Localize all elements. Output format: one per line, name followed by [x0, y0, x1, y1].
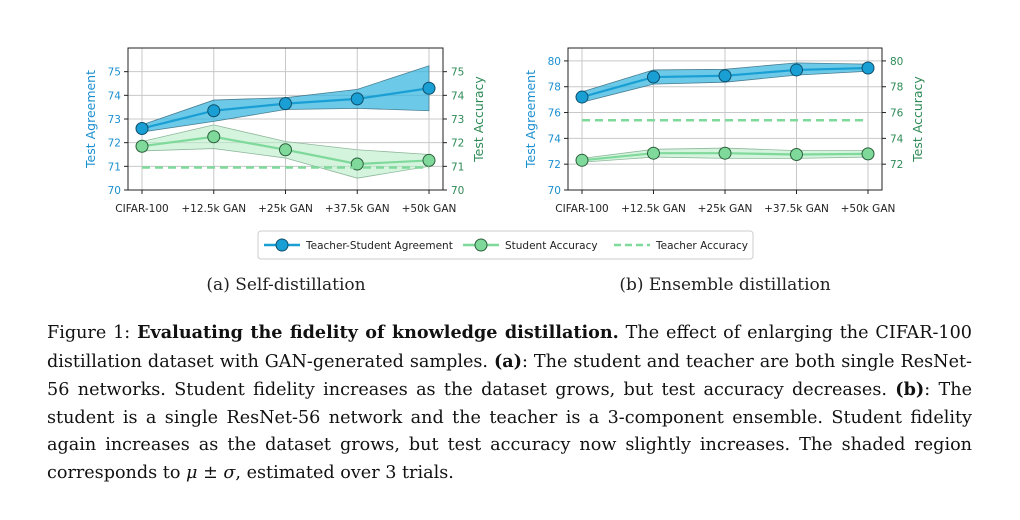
x-tick-label: +50k GAN [402, 203, 457, 215]
student-accuracy-point [279, 143, 292, 157]
caption-label-b: (b) [895, 379, 925, 400]
right-tick-label: 75 [451, 67, 464, 79]
student-accuracy-point [861, 147, 875, 161]
figure: 70 71 72 73 74 75 70 71 72 73 74 75 CIFAR-100 +12.5k … [83, 47, 925, 295]
legend-student-label: Student Accuracy [505, 240, 598, 252]
legend-agreement-marker [275, 238, 289, 252]
right-tick-label: 71 [451, 161, 464, 173]
y2-axis-label: Test Accuracy [910, 76, 925, 163]
left-tick-label: 72 [548, 159, 561, 171]
x-tick-label: +37.5k GAN [764, 203, 829, 215]
left-tick-label: 71 [108, 161, 121, 173]
agreement-point [279, 97, 292, 111]
caption-title: Evaluating the fidelity of knowledge dis… [137, 322, 619, 343]
left-tick-label: 75 [108, 67, 121, 79]
x-tick-label: +25k GAN [698, 203, 753, 215]
legend-box [257, 230, 754, 260]
left-tick-label: 76 [548, 108, 562, 120]
right-tick-label: 70 [451, 185, 464, 197]
caption-prefix: Figure 1: [47, 323, 138, 343]
left-tick-label: 70 [548, 185, 561, 197]
y-axis-label: Test Agreement [523, 70, 538, 169]
left-tick-label: 74 [108, 90, 122, 102]
right-tick-label: 73 [451, 114, 464, 126]
agreement-point [647, 70, 660, 84]
agreement-point [575, 90, 589, 104]
legend: Teacher-Student Agreement Student Accura… [257, 230, 754, 260]
x-tick-label: +25k GAN [258, 203, 313, 215]
y2-axis-label: Test Accuracy [471, 76, 486, 163]
x-tick-label: +12.5k GAN [621, 203, 686, 215]
left-tick-label: 72 [108, 138, 121, 150]
left-tick-label: 78 [548, 82, 561, 94]
figure-caption: Figure 1: Evaluating the fidelity of kno… [47, 319, 972, 487]
chart-ensemble-distillation: 70 72 74 76 78 80 72 74 76 78 80 CIFAR-100 +12.5k GA… [523, 47, 925, 215]
legend-agreement-label: Teacher-Student Agreement [305, 240, 453, 252]
student-accuracy-point [647, 146, 660, 160]
left-tick-label: 70 [108, 185, 121, 197]
x-tick-label: +37.5k GAN [325, 203, 390, 215]
agreement-point [350, 92, 364, 106]
caption-text-3: : The student is a single ResNet-56 netw… [47, 380, 973, 483]
subcaption-b: (b) Ensemble distillation [619, 275, 830, 295]
x-tick-label: CIFAR-100 [555, 203, 608, 215]
chart-self-distillation: 70 71 72 73 74 75 70 71 72 73 74 75 CIFAR-100 +12.5k … [83, 47, 486, 215]
caption-text-2: : The student and teacher are both singl… [47, 351, 972, 401]
student-accuracy-point [575, 153, 589, 167]
right-tick-label: 72 [451, 138, 464, 150]
caption-text-4: , estimated over 3 trials. [235, 462, 454, 483]
legend-teacher-label: Teacher Accuracy [655, 240, 748, 252]
agreement-point [861, 61, 875, 75]
agreement-point [422, 81, 436, 95]
left-tick-label: 74 [548, 133, 562, 145]
right-tick-label: 74 [890, 133, 904, 145]
agreement-point [790, 63, 803, 77]
agreement-point [207, 104, 221, 118]
right-tick-label: 76 [890, 108, 904, 120]
x-tick-label: +12.5k GAN [181, 203, 246, 215]
caption-text-1: The effect of enlarging the CIFAR-100 di… [47, 323, 972, 372]
subcaption-a: (a) Self-distillation [206, 275, 365, 295]
legend-student-marker [474, 238, 488, 252]
student-accuracy-point [718, 146, 732, 160]
caption-math: μ ± σ [186, 462, 236, 483]
student-accuracy-point [207, 130, 221, 144]
left-tick-label: 73 [108, 114, 121, 126]
y-axis-label: Test Agreement [83, 70, 98, 169]
x-tick-label: +50k GAN [841, 203, 896, 215]
right-tick-label: 80 [890, 56, 903, 68]
agreement-point [718, 69, 732, 83]
right-tick-label: 78 [890, 82, 903, 94]
student-accuracy-point [790, 148, 803, 161]
left-tick-label: 80 [548, 56, 561, 68]
student-accuracy-point [422, 153, 436, 167]
x-tick-label: CIFAR-100 [115, 203, 168, 215]
right-tick-label: 74 [451, 90, 465, 102]
student-accuracy-point [135, 139, 149, 153]
right-tick-label: 72 [890, 159, 903, 171]
caption-label-a: (a) [493, 350, 523, 372]
agreement-point [135, 121, 149, 135]
